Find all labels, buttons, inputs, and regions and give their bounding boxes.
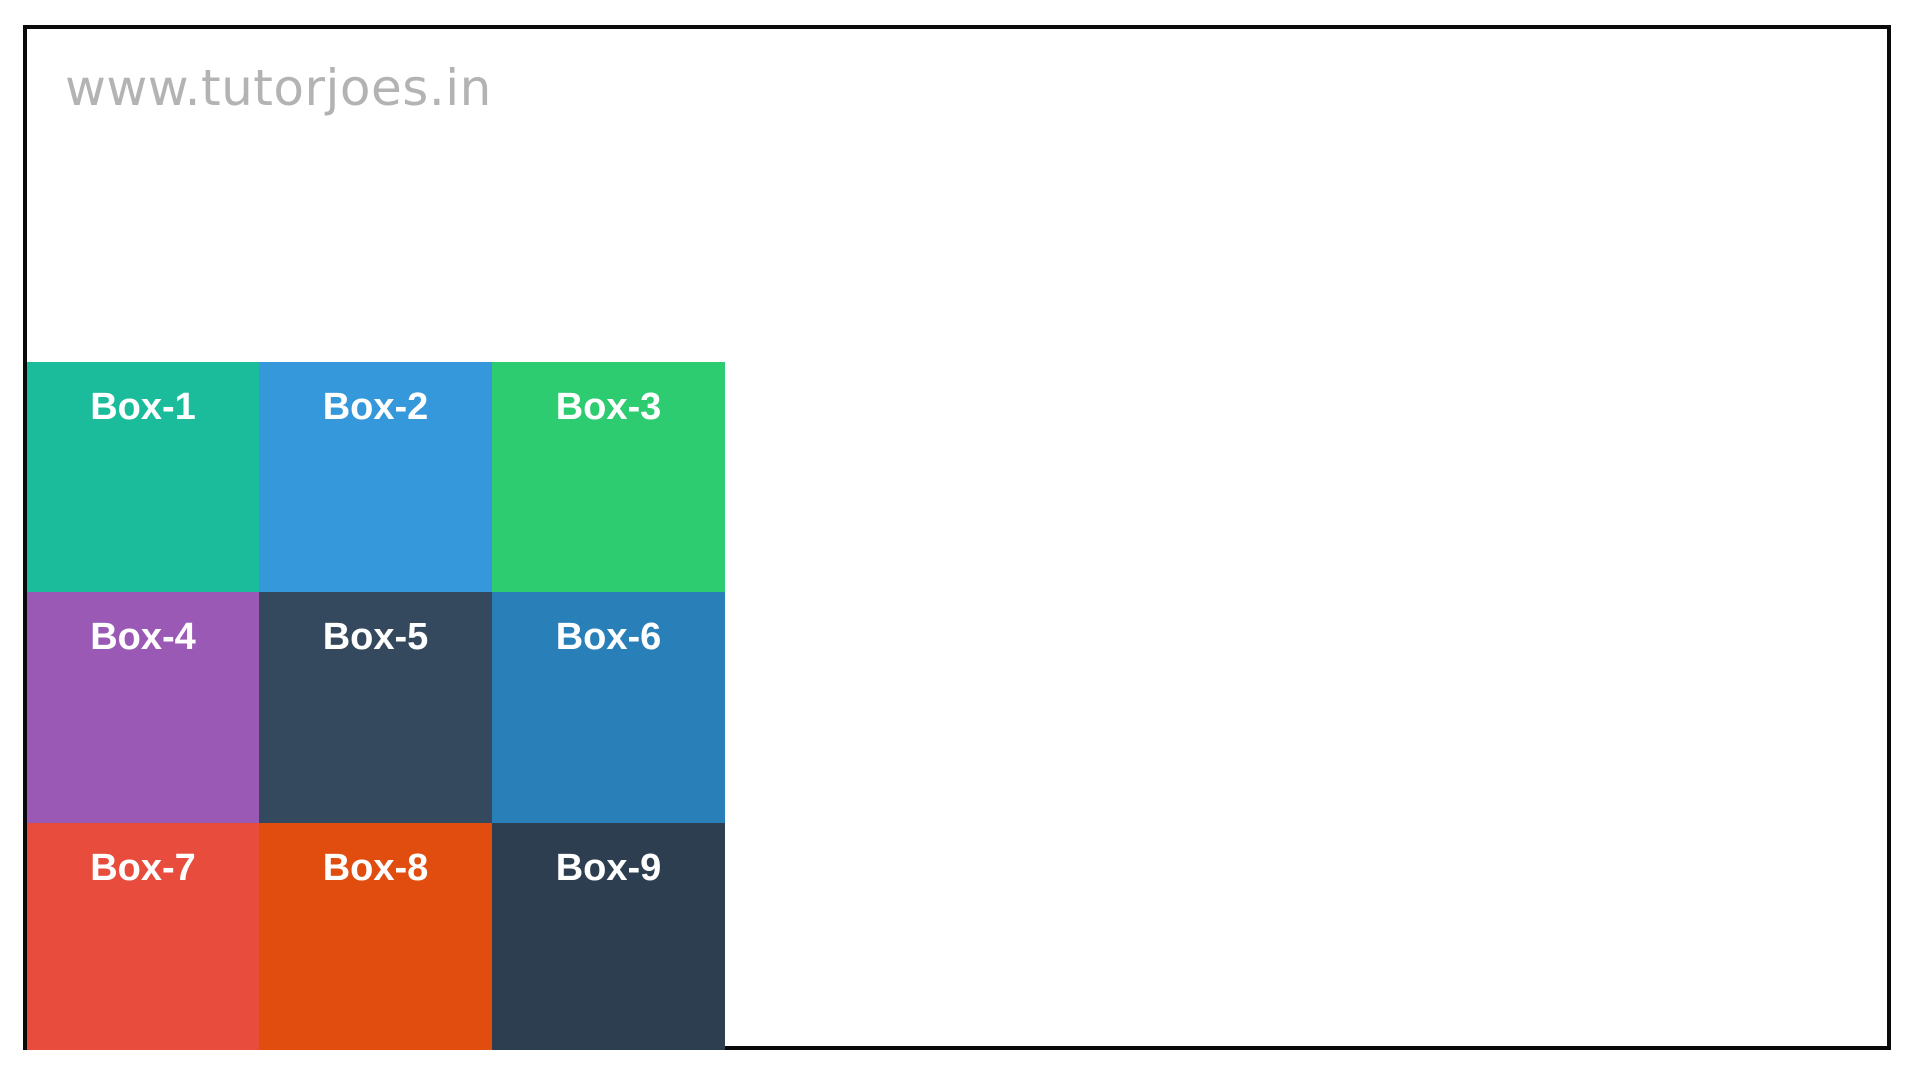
- page-frame: www.tutorjoes.in Box-1 Box-2 Box-3 Box-4…: [23, 25, 1891, 1050]
- box-6: Box-6: [492, 592, 725, 823]
- box-1: Box-1: [27, 362, 259, 592]
- box-3: Box-3: [492, 362, 725, 592]
- box-grid: Box-1 Box-2 Box-3 Box-4 Box-5 Box-6 Box-…: [27, 362, 725, 1050]
- box-label: Box-9: [555, 847, 662, 889]
- box-7: Box-7: [27, 823, 259, 1050]
- box-label: Box-8: [322, 847, 429, 889]
- box-9: Box-9: [492, 823, 725, 1050]
- box-8: Box-8: [259, 823, 492, 1050]
- site-watermark: www.tutorjoes.in: [65, 59, 492, 117]
- box-label: Box-5: [322, 616, 429, 658]
- box-label: Box-2: [322, 386, 429, 428]
- box-label: Box-1: [90, 386, 196, 428]
- box-label: Box-4: [90, 616, 196, 658]
- box-label: Box-6: [555, 616, 662, 658]
- box-2: Box-2: [259, 362, 492, 592]
- box-label: Box-7: [90, 847, 196, 889]
- box-4: Box-4: [27, 592, 259, 823]
- box-5: Box-5: [259, 592, 492, 823]
- box-label: Box-3: [555, 386, 662, 428]
